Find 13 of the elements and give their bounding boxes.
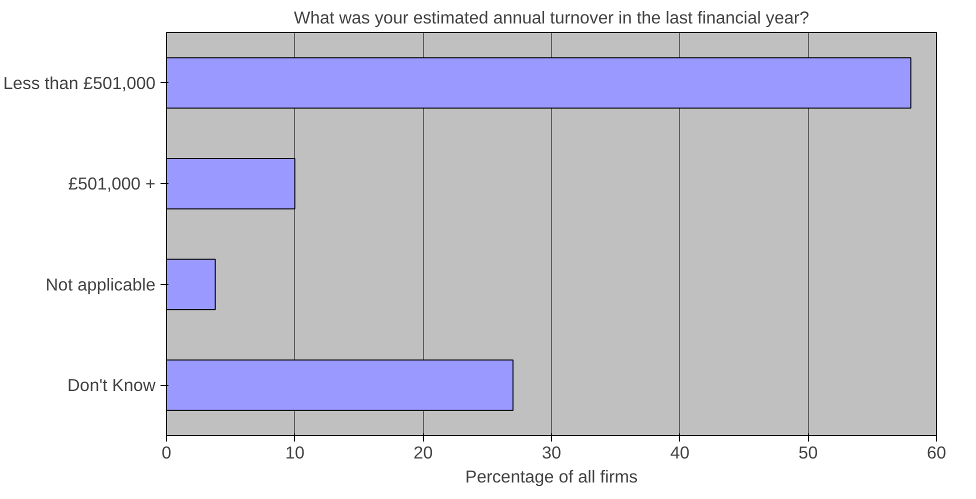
x-tick-label: 10	[285, 442, 304, 462]
y-tick-label: £501,000 +	[68, 174, 156, 194]
y-tick-label: Less than £501,000	[3, 72, 156, 93]
y-tick-label: Don't Know	[67, 375, 156, 396]
y-tick-label: Not applicable	[46, 274, 156, 294]
x-axis-title: Percentage of all firms	[465, 466, 638, 486]
x-tick-label: 40	[670, 442, 690, 462]
x-tick-label: 30	[542, 442, 562, 462]
x-tick-label: 0	[162, 442, 172, 462]
x-tick-label: 60	[926, 442, 946, 462]
x-tick-label: 50	[798, 442, 818, 462]
x-tick-label: 20	[414, 442, 433, 462]
chart-title: What was your estimated annual turnover in the last financial year?	[294, 8, 810, 28]
